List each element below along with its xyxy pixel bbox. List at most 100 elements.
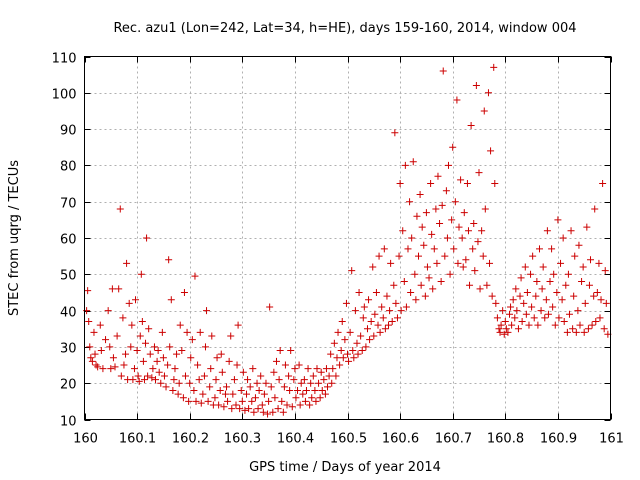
data-point — [597, 296, 605, 304]
data-point — [128, 321, 136, 329]
x-tick-label: 160.7 — [435, 432, 472, 447]
data-point — [366, 336, 374, 344]
data-point — [600, 325, 608, 333]
data-point — [166, 343, 174, 351]
data-point — [288, 403, 296, 411]
data-point — [206, 383, 214, 391]
data-point — [538, 285, 546, 293]
data-point — [130, 365, 138, 373]
data-point — [116, 205, 124, 213]
data-point — [507, 303, 515, 311]
data-point — [143, 234, 151, 242]
data-point — [175, 379, 183, 387]
data-point — [555, 314, 563, 322]
data-point — [444, 161, 452, 169]
y-tick-label: 30 — [60, 342, 77, 357]
data-point — [160, 372, 168, 380]
data-point — [321, 390, 329, 398]
data-point — [528, 303, 536, 311]
data-point — [420, 241, 428, 249]
data-point — [232, 401, 240, 409]
data-point — [558, 296, 566, 304]
data-point — [262, 379, 270, 387]
grid — [84, 56, 611, 420]
data-point — [492, 299, 500, 307]
data-point — [546, 278, 554, 286]
data-point — [601, 267, 609, 275]
data-point — [149, 365, 157, 373]
data-point — [111, 363, 119, 371]
data-point — [295, 361, 303, 369]
data-point — [437, 278, 445, 286]
data-point — [583, 223, 591, 231]
data-point — [476, 285, 484, 293]
data-point — [488, 292, 496, 300]
data-point — [325, 372, 333, 380]
data-point — [362, 343, 370, 351]
data-point — [518, 317, 526, 325]
data-point — [374, 321, 382, 329]
y-tick-label: 50 — [60, 269, 77, 284]
data-point — [117, 372, 125, 380]
x-tick-label: 160.3 — [224, 432, 261, 447]
data-point — [330, 339, 338, 347]
data-point — [136, 332, 144, 340]
data-point — [508, 321, 516, 329]
data-point — [541, 314, 549, 322]
data-point — [197, 399, 205, 407]
data-point — [400, 278, 408, 286]
data-point — [588, 321, 596, 329]
data-point — [512, 285, 520, 293]
data-point — [228, 405, 236, 413]
data-point — [516, 292, 524, 300]
data-point — [448, 216, 456, 224]
data-point — [432, 205, 440, 213]
data-point — [570, 292, 578, 300]
data-point — [297, 379, 305, 387]
data-point — [462, 256, 470, 264]
data-point — [433, 259, 441, 267]
data-point — [318, 386, 326, 394]
data-point — [279, 408, 287, 416]
data-point — [241, 406, 249, 414]
data-point — [530, 314, 538, 322]
data-point — [501, 317, 509, 325]
data-point — [216, 386, 224, 394]
data-point — [244, 376, 252, 384]
data-point — [523, 288, 531, 296]
data-point — [170, 376, 178, 384]
data-point — [539, 263, 547, 271]
data-point — [94, 363, 102, 371]
data-point — [207, 365, 215, 373]
data-point — [308, 394, 316, 402]
data-point — [337, 347, 345, 355]
y-tick-label: 110 — [52, 52, 77, 67]
data-point — [464, 227, 472, 235]
data-point — [309, 372, 317, 380]
data-point — [272, 357, 280, 365]
plot-frame — [84, 56, 611, 420]
data-point — [351, 307, 359, 315]
data-point — [591, 205, 599, 213]
data-point — [239, 368, 247, 376]
data-point — [402, 303, 410, 311]
data-point — [227, 332, 235, 340]
data-point — [525, 321, 533, 329]
x-tick-label: 160.8 — [487, 432, 524, 447]
data-point — [590, 292, 598, 300]
data-point — [388, 317, 396, 325]
data-point — [186, 379, 194, 387]
y-tick-label: 40 — [60, 306, 77, 321]
data-point — [271, 394, 279, 402]
data-point — [422, 209, 430, 217]
data-point — [139, 357, 147, 365]
data-point — [138, 317, 146, 325]
data-point — [391, 129, 399, 137]
data-point — [119, 314, 127, 322]
data-point — [383, 292, 391, 300]
data-point — [265, 397, 273, 405]
data-point — [457, 176, 465, 184]
data-point — [404, 245, 412, 253]
data-point — [336, 361, 344, 369]
